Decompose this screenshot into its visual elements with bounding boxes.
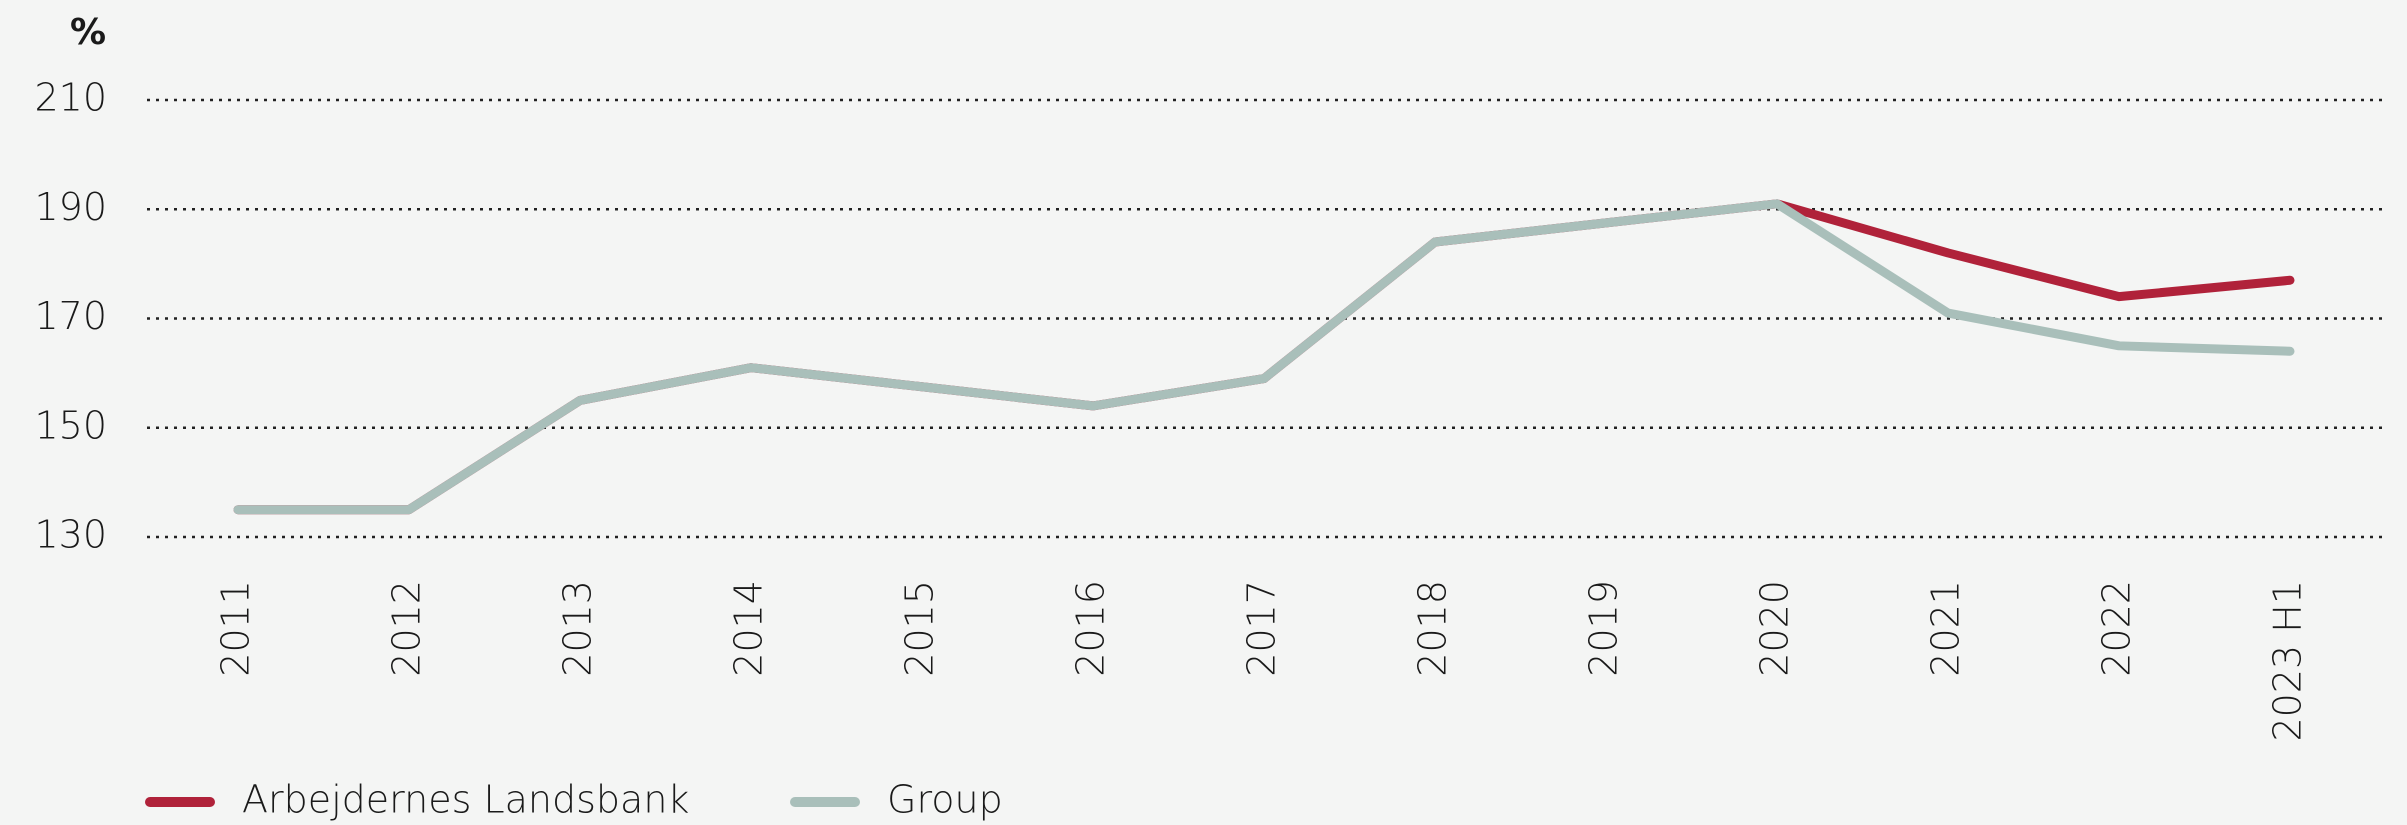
x-tick-label: 2022: [2095, 580, 2139, 677]
x-tick-label: 2023 H1: [2266, 580, 2310, 742]
x-tick-label: 2012: [385, 580, 429, 677]
x-tick-label: 2018: [1411, 580, 1455, 677]
y-tick-label: 150: [34, 403, 107, 447]
x-tick-label: 2020: [1753, 580, 1797, 677]
series-line: [233, 199, 2295, 515]
x-tick-label: 2011: [214, 580, 258, 677]
legend-label: Group: [887, 778, 1003, 822]
x-tick-label: 2019: [1582, 580, 1626, 677]
y-unit: %: [70, 12, 106, 53]
x-tick-label: 2017: [1240, 580, 1284, 677]
y-tick-label: 190: [34, 185, 107, 229]
x-tick-label: 2021: [1924, 580, 1968, 677]
y-tick-label: 210: [34, 76, 107, 120]
x-tick-label: 2013: [556, 580, 600, 677]
y-tick-label: 130: [34, 513, 107, 557]
x-tick-label: 2014: [727, 580, 771, 677]
y-tick-label: 170: [34, 294, 107, 338]
x-tick-label: 2016: [1069, 580, 1113, 677]
legend-label: Arbejdernes Landsbank: [242, 778, 689, 822]
x-tick-label: 2015: [898, 580, 942, 677]
